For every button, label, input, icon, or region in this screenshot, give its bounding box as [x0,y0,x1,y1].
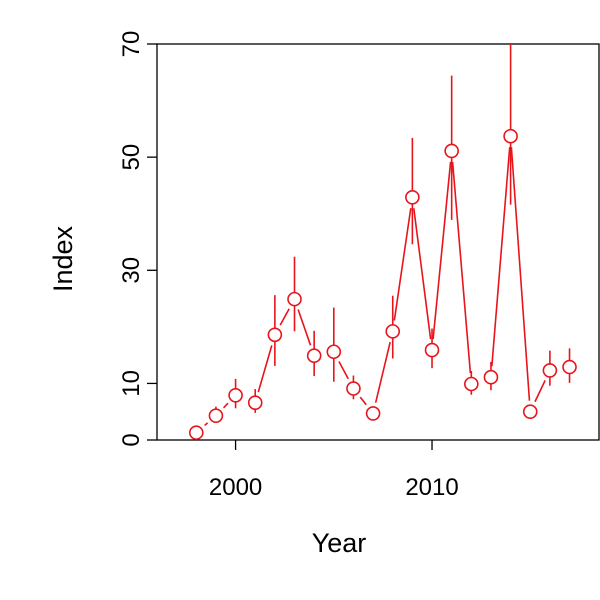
series-segment [491,147,511,367]
data-point [522,404,538,420]
series-segment [279,308,290,326]
y-tick-label: 70 [118,31,145,58]
data-point [444,143,459,159]
data-point [326,344,342,360]
data-point [405,190,420,205]
y-tick-label: 10 [118,370,145,397]
series-segment [359,396,367,406]
series-segment [222,402,229,409]
data-point [188,425,204,440]
data-points [188,128,577,440]
y-tick-label: 30 [118,257,145,284]
data-point [365,406,381,421]
x-axis: 2000 2010 [209,440,459,501]
series-segment [393,208,412,321]
y-tick-label: 50 [118,144,145,171]
data-point [346,381,361,396]
data-point [483,369,499,385]
data-point [424,342,440,358]
data-point [228,388,243,403]
data-point [562,359,577,375]
data-point [503,128,518,144]
series-segment [534,380,546,403]
series-segment [374,341,391,403]
data-point [247,395,263,410]
y-tick-label: 0 [118,433,145,446]
y-axis: 0 10 30 50 70 [118,31,157,447]
data-point [208,408,224,423]
series-segment [204,422,209,427]
series-segment [451,161,472,374]
series-segment [432,161,452,340]
data-point [542,363,558,378]
x-axis-title: Year [312,528,367,558]
x-tick-label: 2000 [209,474,262,501]
series-segment [257,345,273,393]
series-segment [338,361,349,380]
data-point [464,376,479,392]
series-segment [510,147,531,401]
data-point [306,348,322,364]
x-tick-label: 2010 [405,474,458,501]
error-bars [195,44,571,437]
data-point [287,291,302,307]
data-point [267,327,283,343]
y-axis-title: Index [48,225,78,292]
data-point [385,324,401,339]
series-segment [412,208,432,340]
plot-frame [156,43,600,441]
series-line-segments [204,147,546,427]
series-segment [297,309,312,346]
